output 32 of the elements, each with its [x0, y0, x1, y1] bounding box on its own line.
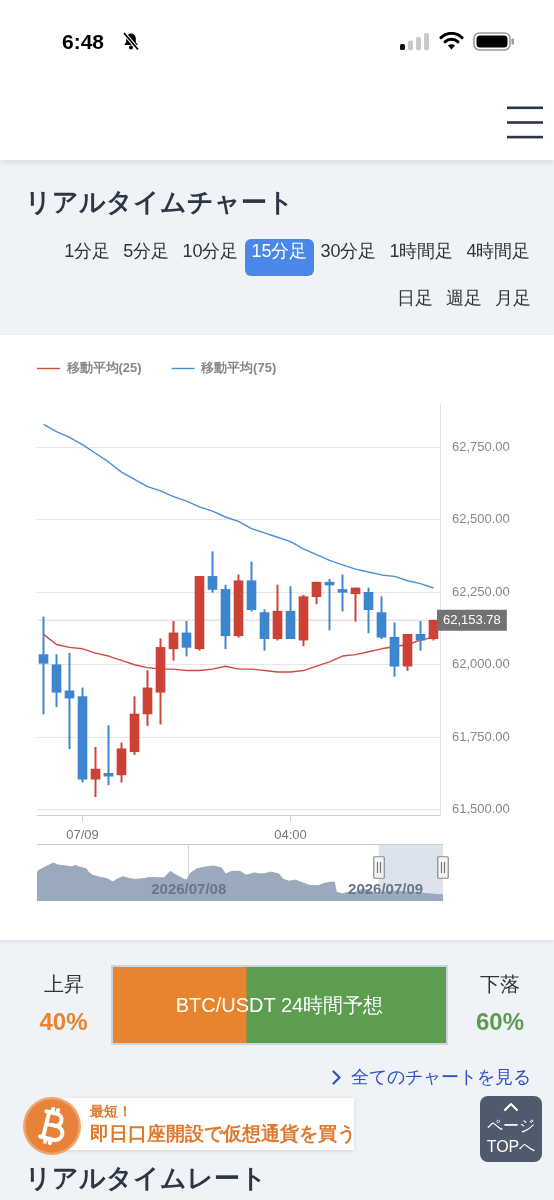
text: 4時間足 [466, 241, 531, 261]
tab-button: 15分足 [244, 239, 314, 276]
text: 6:48 [62, 29, 105, 55]
text: 日足 [396, 288, 433, 308]
y-tick-label: 61,500.00 [452, 801, 510, 817]
y-tick-label: 62,500.00 [452, 511, 510, 527]
text: 全てのチャートを見る [351, 1066, 531, 1088]
y-tick-label: 62,250.00 [452, 583, 510, 599]
x-tick-label: 04:00 [274, 826, 307, 842]
text: 週足 [445, 288, 482, 308]
text: 30分足 [320, 241, 377, 261]
x-tick-label: 07/09 [66, 826, 99, 842]
data-label: 60% [475, 1007, 525, 1035]
y-tick-label: 62,000.00 [452, 656, 510, 672]
series-label: 上昇 [43, 972, 84, 995]
text: 1時間足 [389, 241, 454, 261]
series-label: 下落 [480, 972, 520, 995]
page-top-button: ページ TOPへ [480, 1096, 542, 1162]
data-label: 40% [39, 1007, 88, 1035]
y-tick-label: 61,750.00 [452, 728, 510, 744]
text: 10分足 [182, 241, 239, 261]
legend-label: 移動平均(25) [65, 360, 142, 376]
x-tick-label: 2026/07/09 [348, 880, 424, 898]
chart-title: リアルタイムチャート [25, 186, 294, 218]
text: 5分足 [123, 241, 170, 261]
ref-line-label: 62,153.78 [443, 612, 501, 628]
text: 1分足 [64, 241, 111, 261]
ad-banner: 最短！ 即日口座開設で仮想通貨を買う [62, 1098, 354, 1150]
y-tick-label: 62,750.00 [452, 439, 510, 455]
text: リアルタイムレート [25, 1162, 267, 1194]
text: 月足 [494, 288, 531, 308]
legend-label: 移動平均(75) [200, 360, 277, 376]
